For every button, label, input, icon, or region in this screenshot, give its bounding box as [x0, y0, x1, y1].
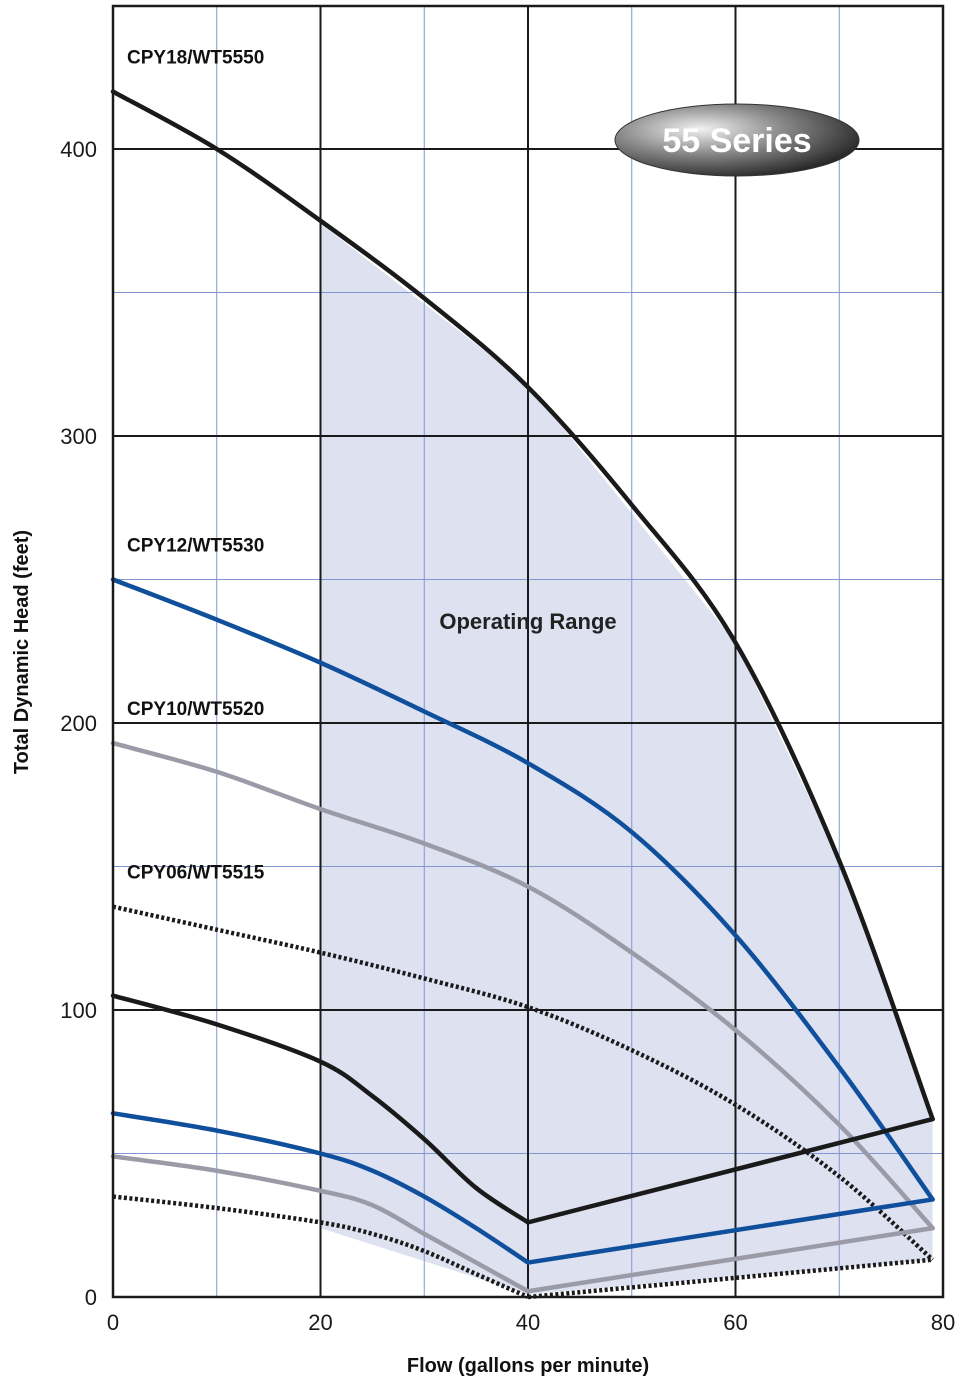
series-layer [110, 89, 935, 1300]
operating-range-layer [320, 223, 933, 1295]
tick-layer: 0 20 40 60 80 0 100 200 300 400 [60, 137, 955, 1335]
series-badge-oval [614, 103, 860, 177]
series-badge: 55 Series [614, 103, 860, 177]
series-badge-text: 55 Series [662, 122, 811, 160]
x-tick-label: 0 [107, 1310, 119, 1335]
label-layer: CPY18/WT5550 CPY12/WT5530 CPY10/WT5520 CPY0… [127, 48, 265, 884]
y-tick-label: 0 [85, 1285, 97, 1310]
curve-label: CPY18/WT5550 [127, 48, 264, 69]
series-line-11 [525, 1225, 935, 1294]
x-tick-label: 20 [308, 1310, 332, 1335]
series-line-4 [110, 1111, 531, 1265]
plot-frame [111, 4, 945, 1299]
y-tick-label: 300 [60, 424, 97, 449]
curve-label: CPY10/WT5520 [127, 699, 264, 720]
y-tick-label: 100 [60, 998, 97, 1023]
x-axis-title: Flow (gallons per minute) [407, 1355, 649, 1377]
x-tick-label: 40 [516, 1310, 540, 1335]
frame-layer [111, 4, 945, 1299]
series-line-9 [525, 1116, 935, 1225]
series-line-3 [110, 577, 935, 1202]
series-line-12 [527, 1257, 933, 1300]
series-line-5 [110, 740, 935, 1231]
curve-label: CPY06/WT5515 [127, 863, 265, 884]
operating-range-area [320, 223, 933, 1295]
series-line-2 [110, 993, 531, 1225]
series-line-10 [525, 1197, 935, 1265]
x-tick-label: 80 [931, 1310, 955, 1335]
series-line-1 [110, 89, 935, 1122]
y-axis-title: Total Dynamic Head (feet) [11, 530, 33, 774]
series-line-8 [112, 1194, 529, 1300]
series-line-7 [112, 904, 935, 1262]
series-line-6 [110, 1154, 531, 1294]
y-tick-label: 400 [60, 137, 97, 162]
y-tick-label: 200 [60, 711, 97, 736]
curve-label: CPY12/WT5530 [127, 536, 264, 557]
grid-layer [113, 6, 943, 1297]
x-tick-label: 60 [723, 1310, 747, 1335]
operating-range-label: Operating Range [439, 609, 616, 634]
